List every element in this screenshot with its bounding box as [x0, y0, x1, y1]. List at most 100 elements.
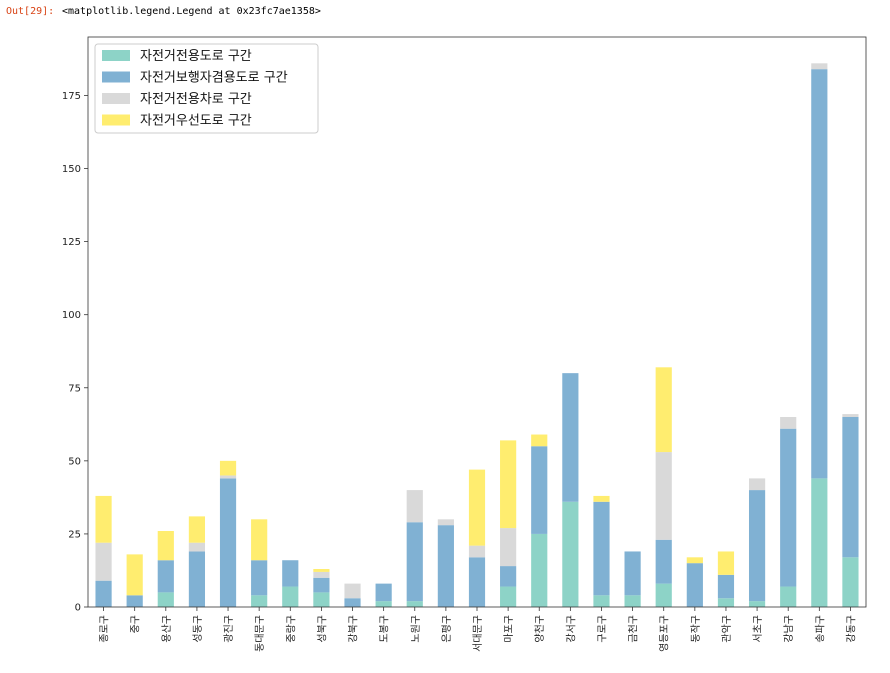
bar-segment-2: [655, 539, 672, 584]
bar-segment-1: [842, 557, 859, 607]
bar-segment-2: [748, 490, 766, 602]
x-tick-label: 은평구: [441, 615, 453, 643]
bar-segment-2: [468, 557, 486, 607]
bar-segment-2: [219, 478, 237, 607]
legend-label-1: 자전거전용도로 구간: [140, 49, 252, 64]
bar-segment-3: [95, 542, 112, 581]
bar-segment-2: [126, 595, 143, 607]
output-prompt: Out[29]:: [6, 6, 55, 17]
bar-segment-4: [500, 440, 517, 529]
x-tick-label: 동대문구: [254, 615, 266, 652]
bar-segment-4: [313, 569, 330, 572]
x-tick-label: 종로구: [99, 615, 111, 643]
bar-segment-2: [562, 373, 579, 502]
x-tick-label: 강서구: [565, 615, 577, 643]
bar-segment-1: [500, 586, 517, 607]
bar-segment-3: [406, 490, 423, 523]
bar-segment-1: [562, 501, 579, 607]
bar-segment-1: [780, 586, 797, 607]
x-tick-label: 성동구: [192, 615, 204, 643]
legend-box: [94, 43, 319, 134]
bar-segment-4: [655, 367, 672, 453]
bar-segment-3: [344, 583, 361, 599]
output-text: <matplotlib.legend.Legend at 0x23fc7ae13…: [62, 6, 321, 17]
axes-layer: 0 25 50 75 100 125 150 175 종로구 중구 용산구 성동구 광진구 동대문구 중랑구…: [62, 36, 867, 652]
legend-label-4: 자전거우선도로 구간: [140, 114, 252, 129]
x-tick-label: 강동구: [845, 615, 857, 643]
bar-segment-1: [313, 592, 330, 607]
bar-segment-1: [531, 533, 548, 607]
bar-segment-2: [624, 551, 641, 596]
x-tick-label: 강북구: [348, 615, 360, 643]
bar-segment-2: [717, 574, 735, 599]
legend-swatch-3: [102, 93, 130, 104]
x-tick-label: 마포구: [503, 615, 515, 643]
bar-segment-4: [157, 531, 174, 561]
legend-swatch-2: [102, 71, 130, 83]
bar-segment-1: [251, 595, 268, 607]
bar-segment-4: [531, 434, 548, 447]
x-tick-label: 광진구: [223, 615, 235, 643]
bar-segment-1: [624, 595, 641, 607]
bar-segment-3: [313, 571, 330, 578]
bar-segment-4: [95, 495, 112, 543]
y-tick-label: 50: [68, 456, 81, 467]
bar-segment-2: [842, 417, 859, 558]
bars-layer: [95, 63, 859, 607]
bar-segment-3: [811, 63, 828, 70]
legend-swatch-1: [102, 50, 130, 61]
bar-segment-1: [655, 583, 672, 607]
x-tick-label: 동작구: [690, 615, 702, 643]
x-tick-label: 강남구: [783, 615, 795, 643]
x-tick-label: 송파구: [814, 615, 826, 643]
bar-segment-1: [375, 601, 392, 607]
x-tick-label: 중랑구: [285, 615, 297, 643]
legend-swatch-4: [102, 114, 130, 126]
bar-segment-2: [251, 560, 268, 596]
bar-segment-3: [748, 478, 766, 491]
y-tick-label: 75: [68, 383, 81, 394]
bar-segment-2: [188, 551, 206, 607]
bar-segment-1: [811, 478, 828, 607]
bar-segment-4: [717, 551, 735, 575]
bar-segment-3: [188, 542, 206, 552]
bar-segment-1: [406, 601, 423, 607]
y-tick-label: 150: [62, 164, 81, 175]
bar-segment-1: [157, 592, 174, 607]
bar-segment-3: [842, 414, 859, 417]
x-tick-label: 용산구: [161, 615, 173, 643]
bar-segment-2: [375, 583, 392, 602]
y-tick-label: 0: [75, 603, 81, 614]
x-tick-label: 노원구: [410, 615, 422, 643]
bar-segment-2: [500, 566, 517, 587]
bar-segment-2: [811, 69, 828, 479]
y-tick-label: 175: [62, 91, 81, 102]
y-tick-label: 25: [68, 529, 81, 540]
bar-segment-2: [313, 577, 330, 593]
x-tick-label: 금천구: [628, 615, 640, 643]
bar-segment-2: [157, 560, 174, 593]
bar-segment-3: [500, 528, 517, 567]
bar-segment-3: [655, 452, 672, 540]
x-tick-label: 구로구: [597, 615, 608, 643]
x-tick-label: 성북구: [316, 615, 328, 643]
legend-label-2: 자전거보행자겸용도로 구간: [140, 70, 288, 86]
x-tick-label: 중구: [130, 615, 142, 633]
bar-segment-2: [344, 598, 361, 607]
bar-segment-2: [406, 522, 423, 602]
bar-segment-4: [686, 557, 703, 564]
bar-segment-1: [717, 598, 735, 607]
bar-segment-4: [188, 516, 206, 543]
bar-segment-2: [780, 428, 797, 587]
bar-segment-4: [468, 469, 486, 546]
x-tick-label: 관악구: [721, 615, 733, 643]
bar-segment-2: [686, 563, 703, 607]
x-tick-label: 도봉구: [379, 615, 391, 643]
legend-label-3: 자전거전용차로 구간: [140, 92, 252, 107]
bar-segment-4: [219, 460, 237, 476]
y-tick-label: 100: [62, 310, 81, 321]
bar-segment-1: [748, 601, 766, 607]
bar-segment-2: [95, 580, 112, 607]
bar-segment-3: [468, 545, 486, 558]
